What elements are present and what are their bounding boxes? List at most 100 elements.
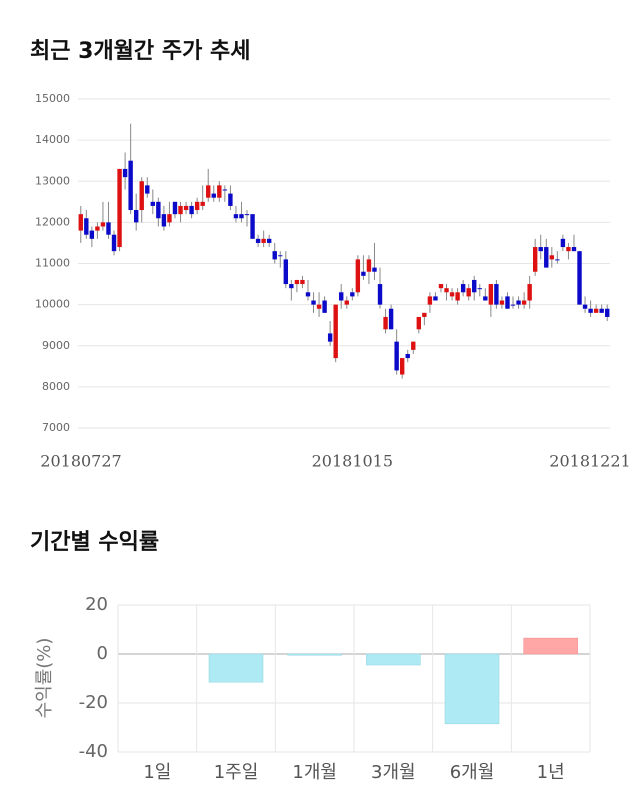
candle-body [89, 230, 95, 239]
candle-body [377, 284, 383, 305]
candle-body [483, 296, 488, 301]
candle-body [566, 247, 571, 252]
candle-body [272, 251, 277, 260]
bar [287, 653, 342, 656]
y-tick-label: 9000 [42, 339, 70, 352]
candle-body [477, 288, 482, 290]
candle-body [599, 308, 604, 313]
candle-body [300, 279, 305, 285]
candle-body [427, 296, 433, 305]
candle-body [544, 247, 549, 268]
candle-body [366, 259, 372, 272]
candle-body [161, 214, 167, 227]
candle-body [339, 292, 344, 301]
candle-body [327, 333, 333, 342]
candle-body [250, 214, 255, 239]
candle-body [289, 284, 294, 289]
candle-body [444, 288, 449, 293]
candle-body [394, 341, 399, 371]
candle-body [222, 189, 228, 191]
candle-body [538, 247, 543, 252]
candle-body [206, 185, 211, 198]
candle-body [588, 308, 593, 313]
y-tick-label: -20 [79, 692, 108, 713]
candle-body [560, 238, 566, 248]
candle-body [266, 238, 272, 243]
candle-body [488, 284, 494, 305]
candle-body [283, 259, 289, 285]
candle-body [472, 279, 477, 293]
candle-body [350, 292, 355, 297]
candle-body [167, 214, 172, 223]
candle-body [217, 185, 222, 198]
candle-body [527, 284, 532, 301]
candle-body [555, 259, 560, 261]
bar [444, 653, 500, 725]
candle-body [133, 210, 139, 223]
x-tick-label: 1일 [143, 762, 171, 783]
candle-body [84, 218, 89, 235]
candle-body [383, 316, 388, 330]
candle-body [139, 181, 144, 211]
candle-body [460, 284, 466, 293]
chart-title: 최근 3개월간 주가 추세 [30, 39, 250, 64]
candle-body [433, 296, 438, 301]
candle-body [372, 267, 377, 272]
candle-body [239, 214, 244, 219]
candle-body [183, 205, 189, 211]
candle-body [411, 341, 416, 350]
candle-body [399, 358, 405, 375]
candle-body [361, 271, 366, 276]
y-tick-label: 7000 [42, 421, 70, 434]
candle-body [422, 312, 427, 317]
candle-body [211, 193, 216, 198]
candle-body [510, 304, 516, 306]
candle-body [100, 222, 106, 227]
candle-body [311, 300, 316, 305]
candle-body [122, 168, 128, 178]
candle-body [494, 284, 499, 305]
candle-body [111, 234, 117, 252]
candle-body [305, 292, 311, 297]
x-tick-label: 20181221 [549, 452, 630, 471]
y-tick-label: 20 [85, 594, 108, 615]
candle-body [577, 251, 582, 305]
candle-body [228, 193, 233, 206]
candle-body [344, 300, 349, 305]
y-tick-label: 0 [97, 643, 108, 664]
x-tick-label: 6개월 [450, 762, 495, 783]
y-tick-label: 13000 [35, 174, 70, 187]
candle-body [200, 201, 205, 206]
candle-body [532, 247, 538, 272]
x-tick-label: 1년 [537, 762, 565, 783]
candle-body [150, 201, 156, 206]
y-tick-label: 10000 [35, 298, 70, 311]
candle-body [505, 296, 510, 309]
x-tick-label: 20180727 [40, 452, 121, 471]
bar [523, 637, 578, 655]
candle-body [106, 222, 111, 235]
bar [366, 653, 421, 666]
candle-body [128, 160, 133, 211]
candle-body [316, 304, 322, 309]
candle-body [278, 255, 283, 257]
candle-body [499, 300, 505, 305]
y-tick-label: -40 [79, 741, 108, 762]
candle-body [294, 279, 300, 285]
y-axis-label: 수익률(%) [34, 638, 55, 719]
candle-body [605, 308, 610, 317]
bar [208, 653, 264, 683]
candle-body [571, 247, 577, 252]
candle-body [255, 238, 261, 243]
x-tick-label: 20181015 [312, 452, 393, 471]
candle-body [194, 201, 200, 211]
candle-body [178, 205, 183, 215]
candle-body [117, 168, 122, 248]
candle-body [521, 300, 527, 305]
y-tick-label: 14000 [35, 133, 70, 146]
candle-body [78, 214, 83, 231]
chart-title: 기간별 수익률 [30, 530, 159, 555]
y-tick-label: 12000 [35, 215, 70, 228]
candle-body [405, 353, 410, 359]
y-tick-label: 8000 [42, 380, 70, 393]
